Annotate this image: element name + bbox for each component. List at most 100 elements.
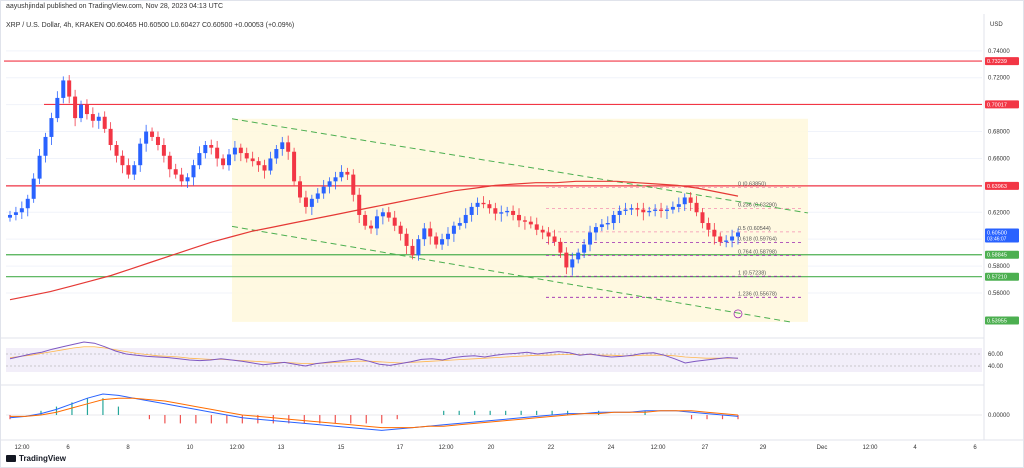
candle-body bbox=[221, 158, 226, 166]
candle-body bbox=[700, 212, 705, 224]
price-badge bbox=[985, 316, 1019, 325]
candle-body bbox=[576, 252, 581, 260]
candle-body bbox=[451, 225, 456, 234]
candle-body bbox=[161, 145, 166, 156]
time-tick-label: 12:00 bbox=[650, 445, 666, 451]
candle-body bbox=[309, 198, 314, 207]
candle-body bbox=[440, 239, 445, 245]
currency-label: USD bbox=[990, 22, 1003, 28]
candle-body bbox=[37, 155, 42, 179]
candle-body bbox=[694, 202, 699, 213]
price-badge-label: 0.73239 bbox=[987, 59, 1007, 65]
candle-body bbox=[386, 212, 391, 218]
candle-body bbox=[392, 217, 397, 226]
time-tick-label: 22 bbox=[548, 445, 555, 451]
candle-body bbox=[457, 223, 462, 226]
candle-body bbox=[315, 193, 320, 199]
fib-label: 0 (0.63850) bbox=[738, 181, 766, 187]
candle-body bbox=[90, 114, 95, 121]
rsi-tick-label: 40.00 bbox=[988, 364, 1004, 370]
candle-body bbox=[55, 97, 60, 119]
candle-body bbox=[167, 155, 172, 170]
fib-label: 0.618 (0.59764) bbox=[738, 236, 777, 242]
candle-body bbox=[670, 206, 675, 210]
candle-body bbox=[647, 210, 652, 213]
candle-body bbox=[292, 151, 297, 182]
candle-body bbox=[144, 131, 149, 144]
candle-body bbox=[718, 236, 723, 242]
tradingview-brand[interactable]: TradingView bbox=[6, 454, 66, 463]
price-badge-label: 0.63963 bbox=[987, 184, 1007, 190]
candle-body bbox=[605, 223, 610, 225]
channel-lower-line bbox=[231, 225, 791, 323]
candle-body bbox=[564, 252, 569, 268]
candle-body bbox=[351, 174, 356, 195]
candle-body bbox=[712, 229, 717, 237]
candle-body bbox=[8, 214, 12, 218]
candle-body bbox=[244, 153, 249, 159]
candle-body bbox=[593, 227, 598, 233]
candle-body bbox=[256, 161, 261, 166]
candle-body bbox=[203, 145, 208, 154]
candle-body bbox=[659, 209, 664, 211]
candle-body bbox=[404, 233, 409, 246]
candle-body bbox=[522, 220, 527, 222]
candle-body bbox=[374, 216, 379, 229]
candle-body bbox=[499, 212, 504, 214]
candle-body bbox=[49, 118, 54, 137]
candle-body bbox=[511, 210, 516, 215]
candle-body bbox=[558, 241, 563, 253]
candle-body bbox=[410, 245, 415, 256]
time-tick-label: 24 bbox=[608, 445, 615, 451]
price-badge bbox=[985, 250, 1019, 259]
candle-body bbox=[274, 149, 279, 159]
fib-label: 0.764 (0.58798) bbox=[738, 249, 777, 255]
channel-upper-line bbox=[231, 118, 809, 214]
candle-body bbox=[327, 181, 332, 187]
candle-body bbox=[682, 197, 687, 205]
time-tick-label: 20 bbox=[488, 445, 495, 451]
candle-body bbox=[540, 229, 545, 233]
time-tick-label: 12:00 bbox=[862, 445, 878, 451]
candle-body bbox=[369, 225, 374, 229]
candle-body bbox=[428, 228, 433, 237]
brand-label: TradingView bbox=[19, 454, 66, 463]
candle-body bbox=[546, 232, 551, 237]
price-badge bbox=[985, 228, 1019, 243]
event-marker-icon bbox=[733, 309, 743, 319]
candle-body bbox=[688, 197, 693, 203]
candle-body bbox=[84, 104, 89, 115]
rsi-line bbox=[9, 341, 739, 367]
candle-body bbox=[481, 202, 486, 205]
candle-body bbox=[321, 186, 326, 194]
candle-body bbox=[262, 165, 267, 171]
candle-body bbox=[463, 214, 468, 224]
candle-body bbox=[363, 214, 368, 226]
candle-body bbox=[357, 194, 362, 215]
price-badge-label: 0.58845 bbox=[987, 253, 1007, 259]
price-tick-label: 0.62000 bbox=[988, 210, 1010, 216]
candle-body bbox=[469, 206, 474, 215]
candle-body bbox=[629, 208, 634, 210]
candle-body bbox=[641, 209, 646, 213]
candle-body bbox=[303, 197, 308, 207]
candle-body bbox=[298, 181, 303, 198]
candle-body bbox=[209, 145, 214, 148]
candle-body bbox=[599, 224, 604, 228]
candle-body bbox=[552, 236, 557, 242]
candle-body bbox=[534, 224, 539, 230]
time-tick-label: 4 bbox=[913, 445, 917, 451]
price-badge bbox=[985, 100, 1019, 109]
candle-body bbox=[197, 153, 202, 166]
price-tick-label: 0.68000 bbox=[988, 130, 1010, 136]
symbol-ohlc-line: XRP / U.S. Dollar, 4h, KRAKEN O0.60465 H… bbox=[6, 22, 295, 29]
candle-body bbox=[138, 143, 143, 166]
candle-body bbox=[102, 116, 107, 129]
candle-body bbox=[126, 165, 131, 175]
candle-body bbox=[31, 178, 36, 199]
candle-body bbox=[191, 165, 196, 178]
price-tick-label: 0.66000 bbox=[988, 156, 1010, 162]
candle-body bbox=[345, 171, 350, 175]
candle-body bbox=[493, 208, 498, 214]
